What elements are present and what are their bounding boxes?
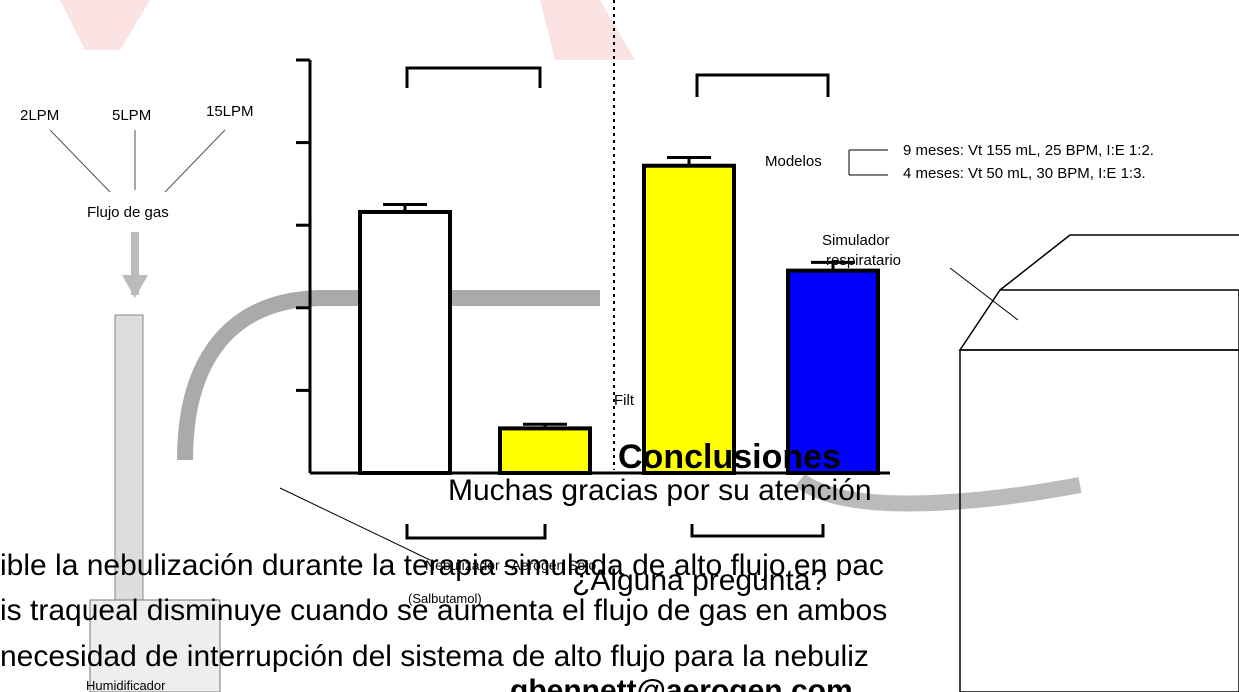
flow-label: 5LPM <box>112 107 151 124</box>
bar <box>498 426 592 475</box>
tube <box>114 314 144 646</box>
humidifier-label: Humidificador <box>86 678 166 692</box>
line <box>279 487 431 561</box>
filter-label: Filt <box>614 392 635 409</box>
simulator-label: Simulador <box>822 232 890 249</box>
flow-label: 2LPM <box>20 107 59 124</box>
simulator-box <box>958 234 1239 692</box>
bar <box>358 209 452 475</box>
line <box>164 129 226 193</box>
model: 9 meses: Vt 155 mL, 25 BPM, I:E 1:2. <box>903 142 1154 159</box>
nebulizer-label: Nebulizador - Aerogen Solo <box>425 557 596 573</box>
conclusions-title: Conclusiones <box>618 438 841 476</box>
conclusion: necesidad de interrupción del sistema de… <box>0 640 869 673</box>
bar-chart <box>296 58 890 475</box>
thanks: Muchas gracias por su atención <box>448 474 872 507</box>
line <box>949 267 1019 321</box>
model: 4 meses: Vt 50 mL, 30 BPM, I:E 1:3. <box>903 165 1146 182</box>
bg-shape <box>60 0 150 50</box>
flow-title: Flujo de gas <box>87 204 169 221</box>
bracket <box>848 149 888 176</box>
line <box>49 129 111 193</box>
bg-shape <box>540 0 635 60</box>
email: gbennett@aerogen.com <box>510 674 853 692</box>
humidifier-box <box>89 599 221 692</box>
models-label: Modelos <box>765 153 822 170</box>
conclusion: is traqueal disminuye cuando se aumenta … <box>0 594 887 627</box>
question: ¿Alguna pregunta? <box>572 564 827 597</box>
bar <box>786 268 880 475</box>
drug-label: (Salbutamol) <box>408 591 482 606</box>
bar <box>642 163 736 475</box>
bracket <box>405 66 830 540</box>
tube <box>795 473 1082 512</box>
arrow <box>122 275 148 298</box>
conclusion: ible la nebulización durante la terapia … <box>0 549 884 582</box>
simulator-label: respiratario <box>826 252 901 269</box>
tube <box>177 290 600 461</box>
flow-label: 15LPM <box>206 103 254 120</box>
